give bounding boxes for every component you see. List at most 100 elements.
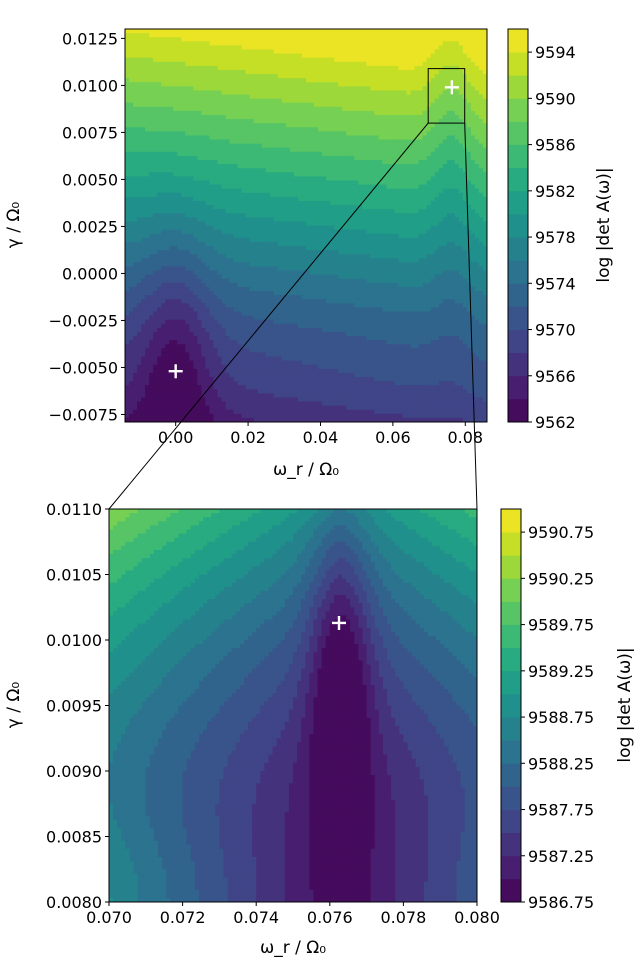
contour-cell [293, 213, 299, 218]
contour-cell [237, 200, 243, 206]
contour-cell [169, 385, 174, 390]
contour-cell [297, 45, 303, 51]
contour-cell [205, 213, 211, 218]
contour-cell [225, 123, 231, 128]
contour-cell [297, 286, 303, 292]
contour-cell [197, 90, 203, 96]
contour-cell [277, 45, 283, 51]
contour-cell [165, 229, 170, 235]
contour-cell [314, 143, 319, 149]
contour-cell [157, 258, 162, 263]
contour-cell [237, 94, 243, 100]
contour-cell [314, 344, 319, 349]
contour-cell [125, 356, 130, 362]
contour-cell [133, 151, 138, 157]
contour-cell [189, 311, 194, 317]
contour-cell [297, 307, 303, 313]
contour-cell [173, 319, 178, 325]
contour-cell [221, 241, 227, 247]
contour-cell [217, 53, 223, 59]
contour-cell [326, 168, 331, 173]
contour-cell [225, 352, 231, 358]
contour-cell [285, 82, 291, 87]
contour-cell [149, 323, 154, 329]
contour-cell [145, 45, 150, 51]
contour-cell [306, 41, 311, 46]
contour-cell [189, 33, 194, 38]
contour-cell [225, 57, 231, 63]
contour-cell [129, 164, 134, 169]
contour-cell [225, 33, 231, 38]
contour-cell [201, 286, 207, 292]
contour-cell [253, 352, 259, 358]
contour-cell [326, 78, 331, 83]
contour-cell [265, 94, 271, 100]
contour-cell [245, 188, 251, 194]
contour-cell [245, 385, 251, 390]
contour-cell [181, 209, 186, 214]
contour-cell [322, 74, 327, 79]
contour-cell [145, 381, 150, 386]
contour-cell [273, 360, 279, 366]
contour-cell [145, 229, 150, 235]
contour-cell [185, 376, 190, 382]
contour-cell [169, 266, 174, 272]
contour-cell [189, 69, 194, 75]
contour-cell [157, 168, 162, 173]
contour-cell [277, 209, 283, 214]
contour-cell [149, 340, 154, 345]
contour-cell [145, 323, 150, 329]
contour-cell [169, 37, 174, 42]
contour-cell [326, 69, 331, 75]
contour-cell [273, 417, 279, 422]
contour-cell [233, 245, 239, 251]
contour-cell [229, 331, 235, 337]
contour-cell [277, 127, 283, 132]
contour-cell [225, 29, 231, 34]
contour-cell [129, 278, 134, 284]
contour-cell [293, 258, 299, 263]
contour-cell [314, 192, 319, 198]
contour-cell [153, 356, 158, 362]
contour-cell [314, 364, 319, 370]
contour-cell [297, 41, 303, 46]
contour-cell [261, 217, 267, 222]
contour-cell [277, 86, 283, 91]
contour-cell [213, 69, 219, 75]
contour-cell [217, 160, 223, 165]
contour-cell [310, 61, 315, 67]
contour-cell [213, 139, 219, 145]
contour-cell [209, 49, 215, 55]
contour-cell [181, 164, 186, 169]
contour-cell [293, 295, 299, 300]
contour-cell [277, 176, 283, 182]
contour-cell [141, 331, 146, 337]
contour-cell [149, 176, 154, 182]
contour-cell [322, 340, 327, 345]
contour-cell [205, 192, 211, 198]
contour-cell [289, 291, 295, 296]
contour-cell [330, 336, 335, 341]
contour-cell [301, 413, 307, 419]
contour-cell [273, 327, 279, 333]
contour-cell [241, 254, 247, 259]
contour-cell [185, 151, 190, 157]
contour-cell [289, 245, 295, 251]
contour-cell [281, 381, 287, 386]
contour-cell [197, 94, 203, 100]
contour-cell [201, 258, 207, 263]
contour-cell [161, 155, 166, 161]
contour-cell [293, 57, 299, 63]
contour-cell [289, 323, 295, 329]
contour-cell [245, 69, 251, 75]
contour-cell [229, 299, 235, 304]
contour-cell [229, 360, 235, 366]
contour-cell [326, 114, 331, 120]
contour-cell [297, 364, 303, 370]
contour-cell [193, 389, 198, 394]
contour-cell [221, 266, 227, 272]
contour-cell [237, 376, 243, 382]
contour-cell [253, 102, 259, 108]
contour-cell [129, 393, 134, 399]
contour-cell [173, 114, 178, 120]
